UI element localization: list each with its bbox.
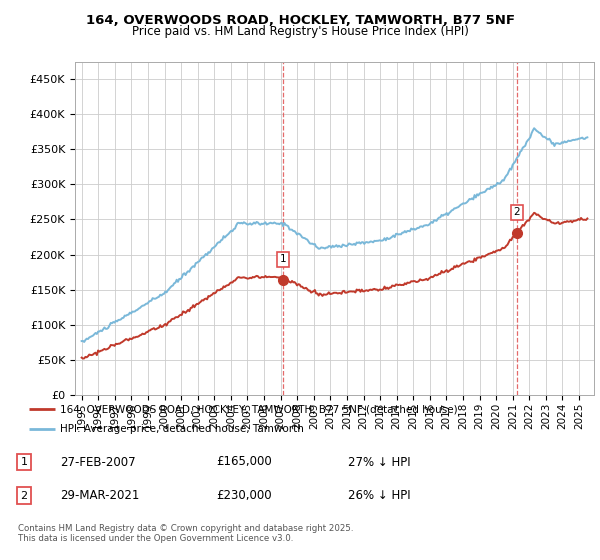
Text: HPI: Average price, detached house, Tamworth: HPI: Average price, detached house, Tamw… [60, 424, 304, 434]
Text: 164, OVERWOODS ROAD, HOCKLEY, TAMWORTH, B77 5NF (detached house): 164, OVERWOODS ROAD, HOCKLEY, TAMWORTH, … [60, 404, 458, 414]
Text: 2: 2 [20, 491, 28, 501]
Text: Price paid vs. HM Land Registry's House Price Index (HPI): Price paid vs. HM Land Registry's House … [131, 25, 469, 38]
Text: Contains HM Land Registry data © Crown copyright and database right 2025.
This d: Contains HM Land Registry data © Crown c… [18, 524, 353, 543]
Text: 26% ↓ HPI: 26% ↓ HPI [348, 489, 410, 502]
Text: 29-MAR-2021: 29-MAR-2021 [60, 489, 139, 502]
Text: £165,000: £165,000 [216, 455, 272, 469]
Text: 2: 2 [514, 207, 520, 217]
Text: 27-FEB-2007: 27-FEB-2007 [60, 455, 136, 469]
Text: 1: 1 [20, 457, 28, 467]
Text: £230,000: £230,000 [216, 489, 272, 502]
Text: 27% ↓ HPI: 27% ↓ HPI [348, 455, 410, 469]
Text: 1: 1 [280, 254, 286, 264]
Text: 164, OVERWOODS ROAD, HOCKLEY, TAMWORTH, B77 5NF: 164, OVERWOODS ROAD, HOCKLEY, TAMWORTH, … [86, 14, 515, 27]
